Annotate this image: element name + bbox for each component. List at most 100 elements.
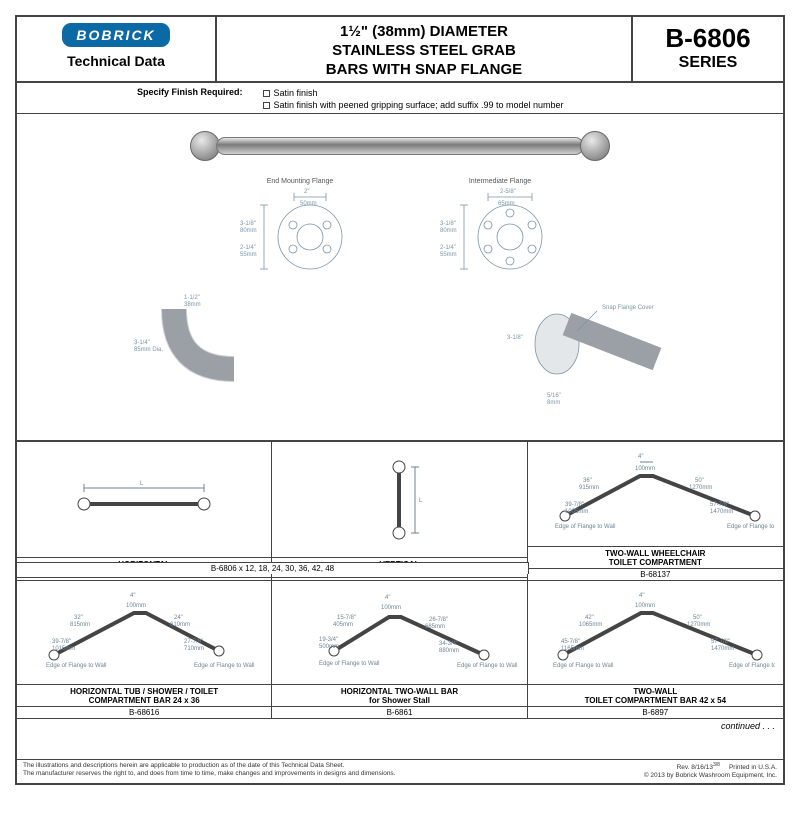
- cell-horizontal: L HORIZONTAL: [17, 442, 272, 580]
- grab-bar-render: [190, 128, 610, 164]
- title-line: BARS WITH SNAP FLANGE: [217, 61, 631, 80]
- specify-label: Specify Finish Required:: [137, 87, 243, 111]
- svg-text:15-7/8": 15-7/8": [337, 615, 356, 621]
- svg-text:100mm: 100mm: [635, 466, 655, 472]
- cell-two-wall-wheelchair: 4"100mm 36"915mm 50"1270mm 39-7/8"1005mm…: [528, 442, 783, 580]
- svg-text:50": 50": [693, 615, 702, 621]
- elbow-right: Snap Flange Cover 3-1/8" 5/16" 8mm: [507, 289, 667, 409]
- footer-right: Rev. 8/16/133/8 Printed in U.S.A. © 2013…: [644, 762, 777, 780]
- svg-text:85mm Dia.: 85mm Dia.: [134, 347, 163, 353]
- svg-text:405mm: 405mm: [333, 622, 353, 628]
- flange-end-label: End Mounting Flange: [240, 178, 360, 185]
- svg-text:80mm: 80mm: [240, 228, 257, 234]
- elbow-diagrams: 1-1/2" 38mm 3-1/4" 85mm Dia. Snap Flange…: [57, 289, 743, 409]
- model-no: B-68137: [528, 568, 783, 580]
- header-title: 1½" (38mm) DIAMETER STAINLESS STEEL GRAB…: [217, 17, 633, 81]
- flange-mid-label: Intermediate Flange: [440, 178, 560, 185]
- title-line: 1½" (38mm) DIAMETER: [217, 23, 631, 42]
- flange-end: End Mounting Flange 2" 50mm 3-1/8" 80mm …: [240, 178, 360, 285]
- twowall-svg: 4"100mm 36"915mm 50"1270mm 39-7/8"1005mm…: [535, 448, 775, 540]
- svg-text:50": 50": [695, 478, 704, 484]
- svg-text:Edge of Flange to Wall: Edge of Flange to Wall: [194, 663, 254, 669]
- svg-text:710mm: 710mm: [184, 646, 204, 652]
- svg-text:3-1/4": 3-1/4": [134, 340, 150, 346]
- cell-two-wall-42x54: 4"100mm 42"1065mm 50"1270mm 45-7/8"1165m…: [528, 580, 783, 718]
- svg-text:1470mm: 1470mm: [710, 509, 733, 515]
- flange-end-svg: 2" 50mm 3-1/8" 80mm 2-1/4" 55mm: [240, 185, 360, 285]
- continued: continued . . .: [17, 719, 783, 731]
- svg-text:8mm: 8mm: [547, 400, 560, 406]
- svg-text:36": 36": [583, 478, 592, 484]
- tw4254-svg: 4"100mm 42"1065mm 50"1270mm 45-7/8"1165m…: [535, 587, 775, 679]
- svg-text:19-3/4": 19-3/4": [319, 637, 338, 643]
- svg-text:Edge of Flange to Wall: Edge of Flange to Wall: [553, 663, 613, 669]
- caption: TWO-WALL WHEELCHAIR TOILET COMPARTMENT: [528, 546, 783, 568]
- svg-text:Edge of Flange to Wall: Edge of Flange to Wall: [457, 663, 517, 669]
- svg-text:Edge of Flange to Wall: Edge of Flange to Wall: [319, 661, 379, 667]
- caption: HORIZONTAL TUB / SHOWER / TOILET COMPART…: [17, 684, 271, 706]
- svg-text:2-1/4": 2-1/4": [440, 245, 456, 251]
- svg-text:Edge of Flange to Wall: Edge of Flange to Wall: [729, 663, 775, 669]
- svg-text:4": 4": [639, 593, 644, 599]
- svg-text:39-7/8": 39-7/8": [565, 502, 584, 508]
- svg-text:4": 4": [130, 593, 135, 599]
- svg-text:Edge of Flange to Wall: Edge of Flange to Wall: [555, 524, 615, 530]
- svg-text:80mm: 80mm: [440, 228, 457, 234]
- hero-diagrams: End Mounting Flange 2" 50mm 3-1/8" 80mm …: [17, 114, 783, 442]
- svg-text:55mm: 55mm: [240, 252, 257, 258]
- title-line: STAINLESS STEEL GRAB: [217, 42, 631, 61]
- svg-text:1270mm: 1270mm: [689, 485, 712, 491]
- svg-text:45-7/8": 45-7/8": [561, 639, 580, 645]
- tub-svg: 4"100mm 32"815mm 24"610mm 39-7/8"1015mm …: [24, 587, 264, 679]
- svg-text:55mm: 55mm: [440, 252, 457, 258]
- footer: The illustrations and descriptions herei…: [17, 759, 783, 783]
- svg-text:1015mm: 1015mm: [52, 646, 75, 652]
- svg-text:5/16": 5/16": [547, 393, 561, 399]
- bar-tube: [216, 137, 584, 155]
- cell-shower-stall: 4"100mm 15-7/8"405mm 26-7/8"685mm 19-3/4…: [272, 580, 527, 718]
- svg-text:1065mm: 1065mm: [579, 622, 602, 628]
- model-merge-row: B-6806 x 12, 18, 24, 30, 36, 42, 48: [17, 562, 529, 574]
- header-brand-block: BOBRICK Technical Data: [17, 17, 217, 81]
- svg-text:1270mm: 1270mm: [687, 622, 710, 628]
- checkbox-icon: [263, 102, 270, 109]
- model-no: B-68616: [17, 706, 271, 718]
- svg-text:L: L: [419, 498, 423, 504]
- svg-text:L: L: [140, 481, 144, 487]
- specify-option: Satin finish with peened gripping surfac…: [263, 99, 564, 111]
- caption: TWO-WALL TOILET COMPARTMENT BAR 42 x 54: [528, 684, 783, 706]
- flange-intermediate: Intermediate Flange 2-5/8" 65mm 3-1/8" 8…: [440, 178, 560, 285]
- series-code: B-6806: [633, 23, 783, 54]
- svg-text:100mm: 100mm: [126, 603, 146, 609]
- svg-text:610mm: 610mm: [170, 622, 190, 628]
- specify-row: Specify Finish Required: Satin finish Sa…: [17, 83, 783, 114]
- svg-text:57-7/8": 57-7/8": [711, 639, 730, 645]
- svg-text:880mm: 880mm: [439, 648, 459, 654]
- svg-text:4": 4": [638, 454, 643, 460]
- specify-options: Satin finish Satin finish with peened gr…: [263, 87, 564, 111]
- cell-vertical: L VERTICAL: [272, 442, 527, 580]
- svg-text:42": 42": [585, 615, 594, 621]
- disclaimer: The illustrations and descriptions herei…: [23, 762, 396, 780]
- subbrand: Technical Data: [21, 53, 211, 69]
- svg-text:100mm: 100mm: [381, 605, 401, 611]
- svg-text:Edge of Flange to Wall: Edge of Flange to Wall: [46, 663, 106, 669]
- svg-text:1005mm: 1005mm: [565, 509, 588, 515]
- elbow-left: 1-1/2" 38mm 3-1/4" 85mm Dia.: [134, 289, 274, 409]
- svg-text:65mm: 65mm: [498, 201, 515, 207]
- svg-text:26-7/8": 26-7/8": [429, 617, 448, 623]
- svg-text:27-7/8": 27-7/8": [184, 639, 203, 645]
- svg-text:3-1/8": 3-1/8": [240, 221, 256, 227]
- svg-text:500mm: 500mm: [319, 644, 339, 650]
- shape-grid: L HORIZONTAL L VERTICAL: [17, 442, 783, 719]
- svg-text:1470mm: 1470mm: [711, 646, 734, 652]
- cell-tub-shower: 4"100mm 32"815mm 24"610mm 39-7/8"1015mm …: [17, 580, 272, 718]
- svg-text:2": 2": [304, 189, 309, 195]
- svg-text:24": 24": [174, 615, 183, 621]
- header-series: B-6806 SERIES: [633, 17, 783, 81]
- model-no: B-6897: [528, 706, 783, 718]
- stall-svg: 4"100mm 15-7/8"405mm 26-7/8"685mm 19-3/4…: [279, 587, 519, 679]
- flange-mid-svg: 2-5/8" 65mm 3-1/8" 80mm 2-1/4" 55mm: [440, 185, 560, 285]
- svg-text:50mm: 50mm: [300, 201, 317, 207]
- svg-text:2-1/4": 2-1/4": [240, 245, 256, 251]
